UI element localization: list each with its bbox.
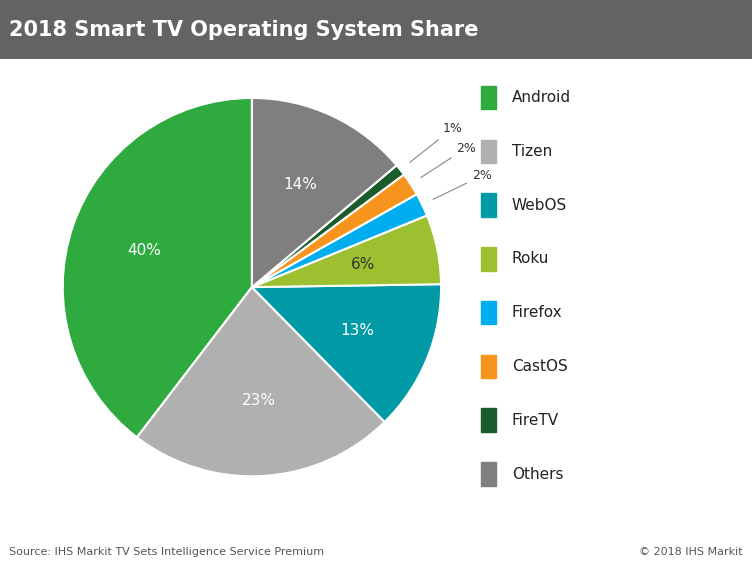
Wedge shape — [252, 194, 427, 287]
Text: 1%: 1% — [410, 122, 462, 162]
Text: Android: Android — [512, 90, 571, 105]
Text: Source: IHS Markit TV Sets Intelligence Service Premium: Source: IHS Markit TV Sets Intelligence … — [9, 547, 324, 557]
Text: Others: Others — [512, 467, 563, 481]
Text: 6%: 6% — [351, 257, 375, 272]
Text: 2018 Smart TV Operating System Share: 2018 Smart TV Operating System Share — [9, 20, 478, 39]
Wedge shape — [252, 175, 417, 287]
Text: CastOS: CastOS — [512, 359, 568, 374]
Text: Firefox: Firefox — [512, 305, 562, 320]
Bar — [481, 301, 496, 324]
Text: WebOS: WebOS — [512, 198, 567, 213]
Bar — [481, 462, 496, 486]
Bar — [481, 193, 496, 217]
Wedge shape — [252, 284, 441, 422]
Wedge shape — [252, 216, 441, 287]
Text: 2%: 2% — [421, 142, 476, 177]
Bar — [481, 355, 496, 378]
Wedge shape — [62, 98, 252, 437]
Text: 14%: 14% — [283, 177, 317, 192]
Text: 23%: 23% — [242, 393, 276, 408]
Wedge shape — [137, 287, 384, 476]
Bar — [481, 86, 496, 109]
Bar — [481, 140, 496, 163]
Text: 13%: 13% — [340, 323, 374, 338]
Text: Tizen: Tizen — [512, 144, 552, 159]
Text: Roku: Roku — [512, 252, 550, 266]
Wedge shape — [252, 98, 396, 287]
Wedge shape — [252, 166, 404, 287]
Text: 2%: 2% — [433, 169, 492, 199]
Text: FireTV: FireTV — [512, 413, 559, 428]
Text: 40%: 40% — [128, 243, 162, 258]
Bar — [481, 247, 496, 271]
Bar — [481, 409, 496, 432]
Text: © 2018 IHS Markit: © 2018 IHS Markit — [639, 547, 743, 557]
